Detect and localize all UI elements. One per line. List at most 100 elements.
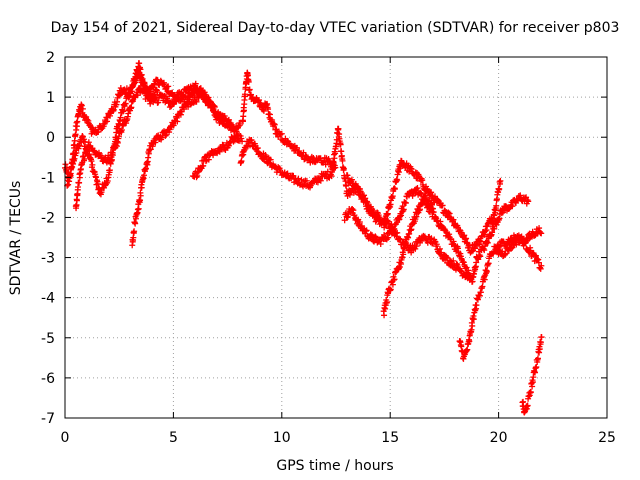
data-point <box>536 349 543 356</box>
data-point <box>235 123 242 130</box>
data-point <box>78 102 85 109</box>
x-tick-label: 20 <box>490 430 508 446</box>
data-point <box>473 302 480 309</box>
data-points <box>62 60 545 416</box>
y-tick-label: -5 <box>41 331 55 347</box>
data-point <box>538 262 545 269</box>
data-point <box>181 106 188 113</box>
x-tick-label: 25 <box>598 430 616 446</box>
data-point <box>370 207 377 214</box>
data-point <box>129 98 136 105</box>
x-tick-label: 5 <box>169 430 178 446</box>
data-point <box>293 144 300 151</box>
data-point <box>364 201 371 208</box>
data-point <box>337 141 344 148</box>
data-point <box>501 251 508 258</box>
data-point <box>276 165 283 172</box>
data-point <box>120 108 127 115</box>
data-point <box>383 299 390 306</box>
y-tick-labels: -7 -6 -5 -4 -3 -2 -1 0 1 2 <box>41 50 55 427</box>
data-point <box>195 95 202 102</box>
data-point <box>128 88 135 95</box>
data-point <box>389 193 396 200</box>
data-point <box>394 229 401 236</box>
data-point <box>136 60 143 67</box>
data-point <box>377 240 384 247</box>
data-point <box>356 219 363 226</box>
data-point <box>76 179 83 186</box>
data-point <box>522 238 529 245</box>
data-point <box>536 225 543 232</box>
data-point <box>536 346 543 353</box>
data-point <box>170 122 177 129</box>
data-point <box>303 177 310 184</box>
data-point <box>477 253 484 260</box>
data-point <box>110 106 117 113</box>
data-point <box>491 212 498 219</box>
data-point <box>538 230 545 237</box>
data-point <box>476 252 483 259</box>
data-point <box>391 276 398 283</box>
series-sat-track-10 <box>380 192 436 319</box>
data-point <box>450 216 457 223</box>
data-point <box>357 188 364 195</box>
data-point <box>465 273 472 280</box>
series-sat-track-6 <box>239 69 339 173</box>
data-point <box>395 169 402 176</box>
data-point <box>295 175 302 182</box>
data-point <box>216 119 223 126</box>
data-point <box>497 177 504 184</box>
data-point <box>162 132 169 139</box>
data-point <box>242 93 249 100</box>
data-point <box>450 257 457 264</box>
data-point <box>79 105 86 112</box>
series-sat-track-13 <box>519 333 545 416</box>
data-point <box>238 135 245 142</box>
data-point <box>468 326 475 333</box>
data-point <box>538 333 545 340</box>
data-point <box>260 107 267 114</box>
data-point <box>484 239 491 246</box>
data-point <box>109 152 116 159</box>
y-tick-label: 1 <box>46 90 55 106</box>
data-point <box>524 402 531 409</box>
data-point <box>143 90 150 97</box>
data-point <box>180 93 187 100</box>
data-point <box>166 104 173 111</box>
data-point <box>89 161 96 168</box>
data-point <box>408 226 415 233</box>
data-point <box>496 185 503 192</box>
y-tick-label: -7 <box>41 411 55 427</box>
data-point <box>437 218 444 225</box>
data-point <box>193 98 200 105</box>
data-point <box>468 248 475 255</box>
data-point <box>481 247 488 254</box>
data-point <box>502 250 509 257</box>
data-point <box>497 242 504 249</box>
data-point <box>80 136 87 143</box>
data-point <box>249 94 256 101</box>
y-tick-label: -3 <box>41 251 55 267</box>
data-point <box>128 104 135 111</box>
data-point <box>461 232 468 239</box>
data-point <box>278 130 285 137</box>
data-point <box>408 166 415 173</box>
data-point <box>147 100 154 107</box>
x-tick-label: 15 <box>381 430 399 446</box>
data-point <box>137 192 144 199</box>
data-point <box>145 154 152 161</box>
data-point <box>160 79 167 86</box>
data-point <box>330 159 337 166</box>
y-tick-label: 2 <box>46 50 55 66</box>
data-point <box>400 251 407 258</box>
data-point <box>93 174 100 181</box>
data-point <box>135 86 142 93</box>
data-point <box>141 87 148 94</box>
data-point <box>446 210 453 217</box>
data-point <box>372 233 379 240</box>
data-point <box>240 118 247 125</box>
data-point <box>515 239 522 246</box>
y-tick-label: -1 <box>41 170 55 186</box>
data-point <box>402 241 409 248</box>
data-point <box>236 122 243 129</box>
